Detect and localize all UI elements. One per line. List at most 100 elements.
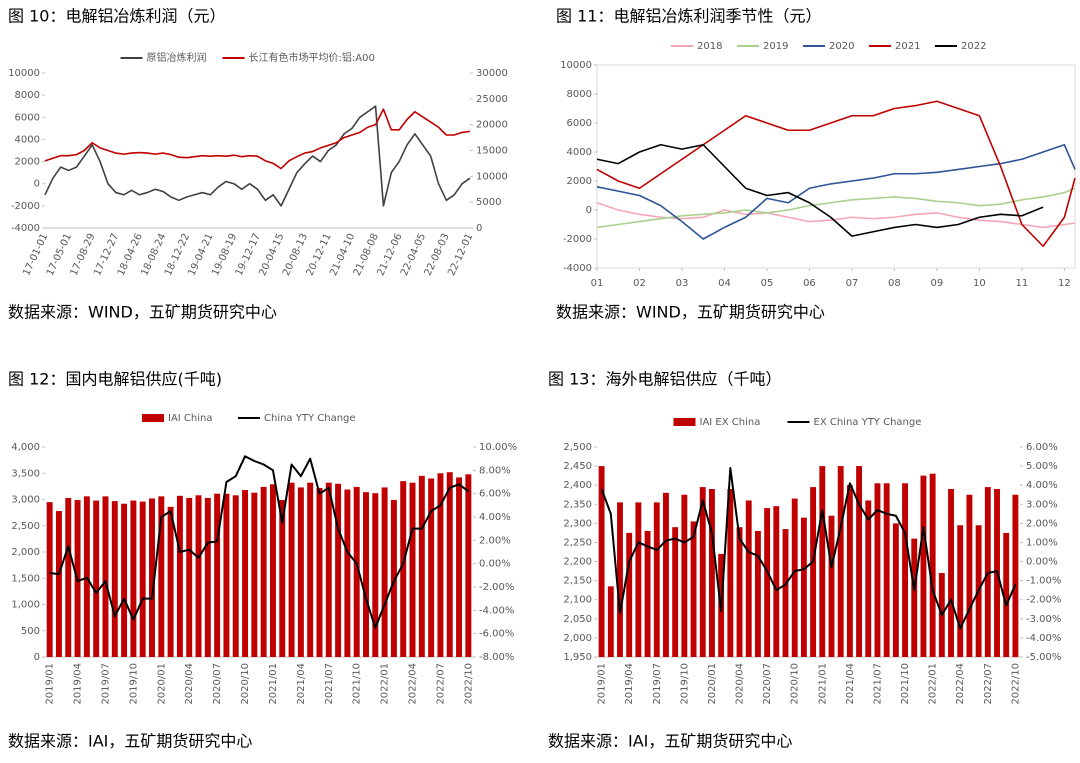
x-tick-label: 2019/01 — [45, 663, 56, 705]
bar — [681, 494, 688, 657]
bar — [663, 492, 669, 657]
y2-tick-label: -3.00% — [1026, 614, 1061, 625]
x-tick-label: 01 — [591, 278, 604, 289]
y-tick-label: 2,100 — [563, 595, 592, 606]
y-tick-label: 0 — [34, 652, 40, 663]
series-line — [596, 143, 1076, 240]
x-tick-label: 2020/01 — [707, 663, 718, 705]
y-tick-label: 3,500 — [11, 468, 40, 479]
bar — [791, 498, 798, 657]
chart-title: 图 10：电解铝冶炼利润（元） — [8, 7, 225, 26]
x-tick-label: 2021/10 — [900, 663, 911, 705]
bar — [607, 586, 614, 657]
bar — [288, 482, 295, 657]
bar — [232, 495, 239, 657]
y-tick-label: 4000 — [567, 147, 592, 158]
y2-tick-label: 0.00% — [479, 559, 511, 570]
x-tick-label: 2020/07 — [212, 663, 223, 705]
legend-label: China YTY Change — [264, 413, 356, 424]
x-tick-label: 03 — [676, 278, 689, 289]
y-tick-label: 2,400 — [563, 480, 592, 491]
x-tick-label: 2022/04 — [408, 663, 419, 705]
y2-tick-label: 2.00% — [1026, 518, 1058, 529]
x-tick-label: 2020/10 — [240, 663, 251, 705]
y2-tick-label: 6.00% — [1026, 442, 1058, 453]
x-tick-label: 04 — [718, 278, 731, 289]
y2-tick-label: -8.00% — [479, 652, 514, 663]
bar — [223, 493, 230, 657]
y-tick-label: 0 — [34, 179, 40, 190]
x-tick-label: 2021/01 — [268, 663, 279, 705]
bar — [353, 486, 360, 657]
y-tick-label: 2,300 — [563, 518, 592, 529]
series-line — [44, 105, 471, 207]
bar — [617, 502, 623, 657]
legend-swatch — [142, 414, 164, 422]
x-tick-label: 2021/07 — [872, 663, 883, 705]
bar — [418, 475, 425, 657]
y2-tick-label: 20000 — [476, 120, 508, 131]
bar — [186, 497, 193, 657]
bar — [1012, 494, 1019, 657]
y-tick-label: 4,000 — [11, 442, 40, 453]
bar — [902, 483, 908, 657]
y-tick-label: 0 — [586, 205, 592, 216]
x-tick-label: 2022/01 — [380, 663, 391, 705]
x-tick-label: 2019/01 — [597, 663, 608, 705]
bar — [400, 481, 407, 657]
y2-tick-label: -5.00% — [1026, 652, 1061, 663]
bar — [204, 497, 211, 657]
bar — [653, 502, 660, 657]
y-tick-label: 3,000 — [11, 495, 40, 506]
legend-label: 2020 — [829, 41, 854, 52]
y-tick-label: 2,250 — [563, 537, 592, 548]
y-tick-label: 2,450 — [563, 461, 592, 472]
y2-tick-label: -2.00% — [479, 582, 514, 593]
chart-title: 图 11：电解铝冶炼利润季节性（元） — [556, 7, 821, 26]
bar — [810, 487, 817, 657]
y-tick-label: 2,000 — [563, 633, 592, 644]
y2-tick-label: 10000 — [476, 171, 508, 182]
legend-label: IAI China — [168, 413, 212, 424]
bar — [390, 500, 397, 657]
bar — [335, 483, 342, 657]
bar — [874, 483, 881, 657]
y-tick-label: -2000 — [11, 201, 40, 212]
bar — [260, 486, 267, 657]
x-tick-label: 05 — [761, 278, 774, 289]
series-line — [596, 143, 1044, 237]
x-tick-label: 2019/10 — [128, 663, 139, 705]
bar — [167, 506, 174, 657]
x-tick-label: 2022/01 — [928, 663, 939, 705]
bar — [325, 482, 332, 657]
x-tick-label: 12 — [1058, 278, 1071, 289]
bar — [316, 487, 323, 657]
bar — [93, 500, 100, 657]
x-tick-label: 2020/04 — [184, 663, 195, 705]
bar — [911, 538, 918, 657]
y2-tick-label: 3.00% — [1026, 499, 1058, 510]
y-tick-label: 10000 — [8, 68, 40, 79]
x-tick-label: 2021/01 — [817, 663, 828, 705]
y-tick-label: 4000 — [15, 134, 40, 145]
bar — [883, 483, 890, 657]
y-tick-label: 2,000 — [11, 547, 40, 558]
y-tick-label: -4000 — [11, 223, 40, 234]
bar — [1003, 532, 1010, 657]
source-note: 数据来源：IAI，五矿期货研究中心 — [548, 732, 792, 751]
bar — [195, 495, 202, 657]
bar — [699, 487, 706, 657]
bar — [819, 466, 826, 657]
y-tick-label: -4000 — [563, 263, 592, 274]
bar — [372, 493, 379, 657]
legend-swatch — [673, 418, 696, 426]
bar — [800, 517, 807, 657]
y2-tick-label: 0 — [476, 223, 482, 234]
legend-label: IAI EX China — [700, 417, 761, 428]
y2-tick-label: 1.00% — [1026, 537, 1058, 548]
legend-label: 原铝冶炼利润 — [147, 51, 207, 64]
legend-label: 长江有色市场平均价:铝:A00 — [249, 51, 375, 64]
bar — [846, 485, 853, 657]
bar — [130, 500, 137, 657]
x-tick-label: 2022/07 — [435, 663, 446, 705]
